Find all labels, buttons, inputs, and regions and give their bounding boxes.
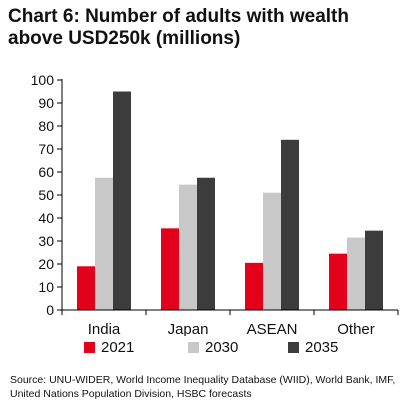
bar-asean-2021 (245, 262, 263, 310)
bar-other-2030 (347, 237, 365, 310)
y-tick-label: 50 (38, 187, 54, 203)
bar-india-2035 (113, 91, 131, 310)
y-tick-label: 30 (38, 233, 54, 249)
x-category-label: Other (337, 321, 375, 336)
bar-japan-2035 (197, 177, 215, 310)
bar-asean-2030 (263, 192, 281, 310)
bar-other-2035 (365, 230, 383, 310)
legend-swatch (188, 341, 199, 353)
legend-swatch (288, 341, 299, 353)
bar-other-2021 (329, 253, 347, 310)
legend-swatch (84, 341, 95, 353)
y-tick-label: 0 (46, 302, 54, 318)
legend-item-2021: 2021 (84, 337, 134, 357)
bar-japan-2021 (161, 228, 179, 310)
legend: 2021 2030 2035 (0, 337, 404, 357)
legend-label: 2030 (205, 338, 239, 356)
chart-title: Chart 6: Number of adults with wealth ab… (8, 6, 349, 49)
bar-india-2021 (77, 266, 95, 310)
bar-japan-2030 (179, 184, 197, 310)
y-tick-label: 60 (38, 164, 54, 180)
x-category-label: India (88, 321, 121, 336)
legend-label: 2035 (305, 338, 339, 356)
source-note: Source: UNU-WIDER, World Income Inequali… (10, 374, 396, 400)
bar-india-2030 (95, 177, 113, 310)
y-tick-label: 70 (38, 141, 54, 157)
legend-item-2030: 2030 (188, 337, 238, 357)
legend-item-2035: 2035 (288, 337, 338, 357)
legend-label: 2021 (101, 338, 135, 356)
bar-asean-2035 (281, 139, 299, 310)
y-tick-label: 100 (31, 72, 55, 88)
y-tick-label: 20 (38, 256, 54, 272)
x-category-label: Japan (168, 321, 209, 336)
y-tick-label: 90 (38, 95, 54, 111)
bar-chart: 0 10 20 30 40 50 60 70 80 90 100 India Japan ASEAN Ot… (31, 72, 399, 336)
y-tick-label: 40 (38, 210, 54, 226)
x-category-label: ASEAN (247, 321, 298, 336)
y-tick-label: 80 (38, 118, 54, 134)
y-tick-label: 10 (38, 279, 54, 295)
